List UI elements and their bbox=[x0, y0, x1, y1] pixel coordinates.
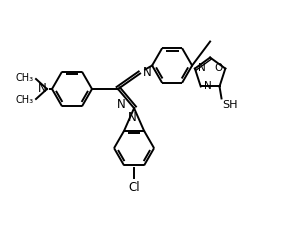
Text: SH: SH bbox=[223, 100, 238, 110]
Text: N: N bbox=[198, 63, 206, 73]
Text: N: N bbox=[204, 81, 212, 91]
Text: CH₃: CH₃ bbox=[16, 73, 34, 83]
Text: Cl: Cl bbox=[128, 181, 140, 194]
Text: N: N bbox=[38, 82, 47, 95]
Text: N: N bbox=[143, 66, 152, 79]
Text: N: N bbox=[128, 111, 136, 124]
Text: N: N bbox=[117, 98, 125, 111]
Text: O: O bbox=[214, 63, 222, 73]
Text: CH₃: CH₃ bbox=[16, 95, 34, 105]
